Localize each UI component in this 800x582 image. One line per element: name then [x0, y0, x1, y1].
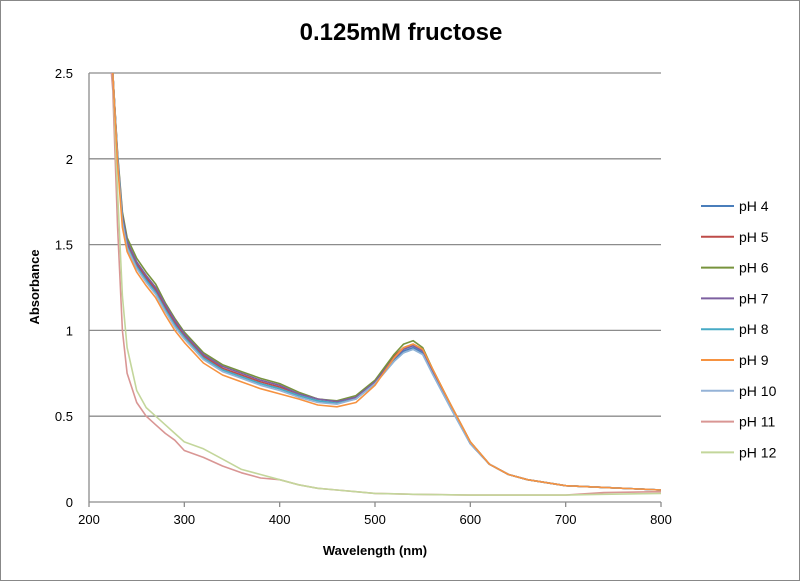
- legend-label: pH 9: [739, 352, 769, 368]
- legend-label: pH 10: [739, 383, 777, 399]
- x-tick-label: 400: [269, 512, 291, 527]
- legend-label: pH 5: [739, 229, 769, 245]
- series-line-ph-12: [111, 73, 662, 496]
- x-tick-label: 300: [173, 512, 195, 527]
- y-tick-label: 0.5: [55, 409, 73, 424]
- legend-label: pH 11: [739, 414, 776, 430]
- x-tick-label: 500: [364, 512, 386, 527]
- legend-label: pH 12: [739, 444, 777, 460]
- x-tick-label: 200: [78, 512, 100, 527]
- series-line-ph-7: [111, 73, 662, 491]
- x-axis-label: Wavelength (nm): [323, 543, 427, 558]
- y-tick-label: 1: [66, 323, 73, 338]
- series-line-ph-4: [111, 73, 662, 491]
- y-tick-label: 2: [66, 152, 73, 167]
- series-line-ph-9: [111, 73, 662, 491]
- legend-label: pH 6: [739, 260, 769, 276]
- y-tick-label: 0: [66, 495, 73, 510]
- series-line-ph-5: [111, 73, 662, 491]
- legend-label: pH 8: [739, 321, 769, 337]
- series-line-ph-6: [111, 73, 662, 491]
- chart-title: 0.125mM fructose: [299, 19, 503, 46]
- legend-label: pH 4: [739, 198, 769, 214]
- series-line-ph-11: [110, 73, 662, 496]
- y-tick-label: 2.5: [55, 66, 73, 81]
- y-axis-label: Absorbance: [27, 249, 42, 324]
- series-line-ph-8: [111, 73, 662, 491]
- series-line-ph-10: [111, 73, 662, 491]
- x-tick-label: 600: [459, 512, 481, 527]
- x-tick-label: 800: [650, 512, 672, 527]
- y-tick-label: 1.5: [55, 238, 73, 253]
- x-tick-label: 700: [555, 512, 577, 527]
- legend-label: pH 7: [739, 290, 769, 306]
